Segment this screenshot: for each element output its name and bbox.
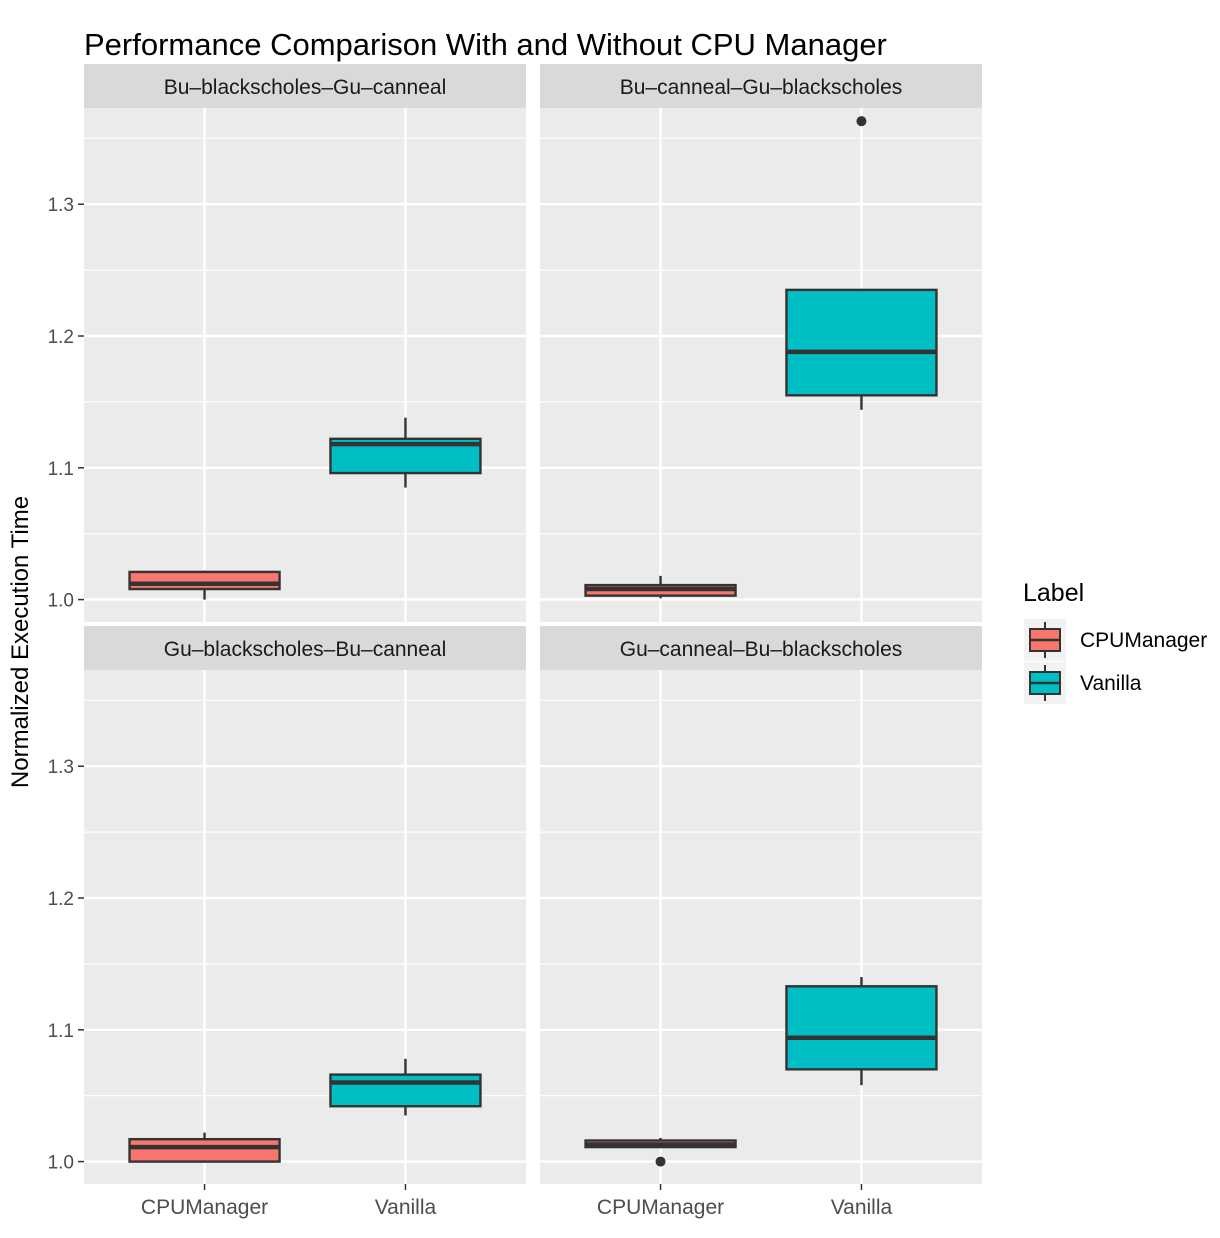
legend: Label CPUManager Vanilla [1023, 579, 1207, 704]
facet-strip-label: Bu–canneal–Gu–blackscholes [620, 76, 903, 99]
panel-background [84, 108, 526, 622]
outlier-point [856, 116, 867, 127]
y-tick-label: 1.1 [48, 459, 74, 480]
outlier-point [655, 1156, 666, 1167]
box-vanilla [329, 417, 482, 488]
facet-strip [540, 626, 982, 670]
facet-strip-label: Gu–canneal–Bu–blackscholes [620, 638, 903, 661]
legend-label: CPUManager [1080, 629, 1207, 652]
box-iqr [785, 985, 938, 1071]
chart-title: Performance Comparison With and Without … [84, 27, 887, 62]
box-iqr [128, 570, 281, 591]
y-tick-label: 1.2 [48, 889, 74, 910]
facet-strip [540, 64, 982, 108]
box-cpumanager [584, 575, 737, 599]
facet-panel: Bu–blackscholes–Gu–canneal 1.0 1.1 1.2 1.3 [48, 64, 526, 622]
box-vanilla [329, 1058, 482, 1116]
x-tick-label: CPUManager [597, 1196, 724, 1219]
y-axis-label: Normalized Execution Time [7, 496, 34, 788]
box-cpumanager [128, 1132, 281, 1163]
facet-strip [84, 626, 526, 670]
box-iqr [128, 1137, 281, 1163]
x-tick-label: Vanilla [375, 1196, 437, 1219]
box-cpumanager [584, 1137, 737, 1167]
facet-strip-label: Gu–blackscholes–Bu–canneal [164, 638, 447, 661]
facet-strip-label: Bu–blackscholes–Gu–canneal [164, 76, 447, 99]
y-tick-label: 1.0 [48, 591, 74, 612]
y-tick-label: 1.0 [48, 1153, 74, 1174]
y-tick-label: 1.3 [48, 195, 74, 216]
y-tick-label: 1.2 [48, 327, 74, 348]
box-iqr [329, 1073, 482, 1108]
facet-panel: Bu–canneal–Gu–blackscholes [540, 64, 982, 622]
facet-panel: Gu–canneal–Bu–blackscholes CPUManager Vani… [540, 626, 982, 1219]
box-cpumanager [128, 570, 281, 600]
x-tick-label: CPUManager [141, 1196, 268, 1219]
box-vanilla [785, 116, 938, 410]
box-vanilla [785, 977, 938, 1086]
legend-title: Label [1023, 579, 1084, 607]
legend-label: Vanilla [1080, 672, 1142, 695]
x-tick-label: Vanilla [831, 1196, 893, 1219]
box-iqr [785, 288, 938, 397]
y-tick-label: 1.3 [48, 757, 74, 778]
facet-strip [84, 64, 526, 108]
panel-background [540, 670, 982, 1184]
facet-panel: Gu–blackscholes–Bu–canneal 1.0 1.1 1.2 1.3 CP… [48, 626, 526, 1219]
y-tick-label: 1.1 [48, 1021, 74, 1042]
